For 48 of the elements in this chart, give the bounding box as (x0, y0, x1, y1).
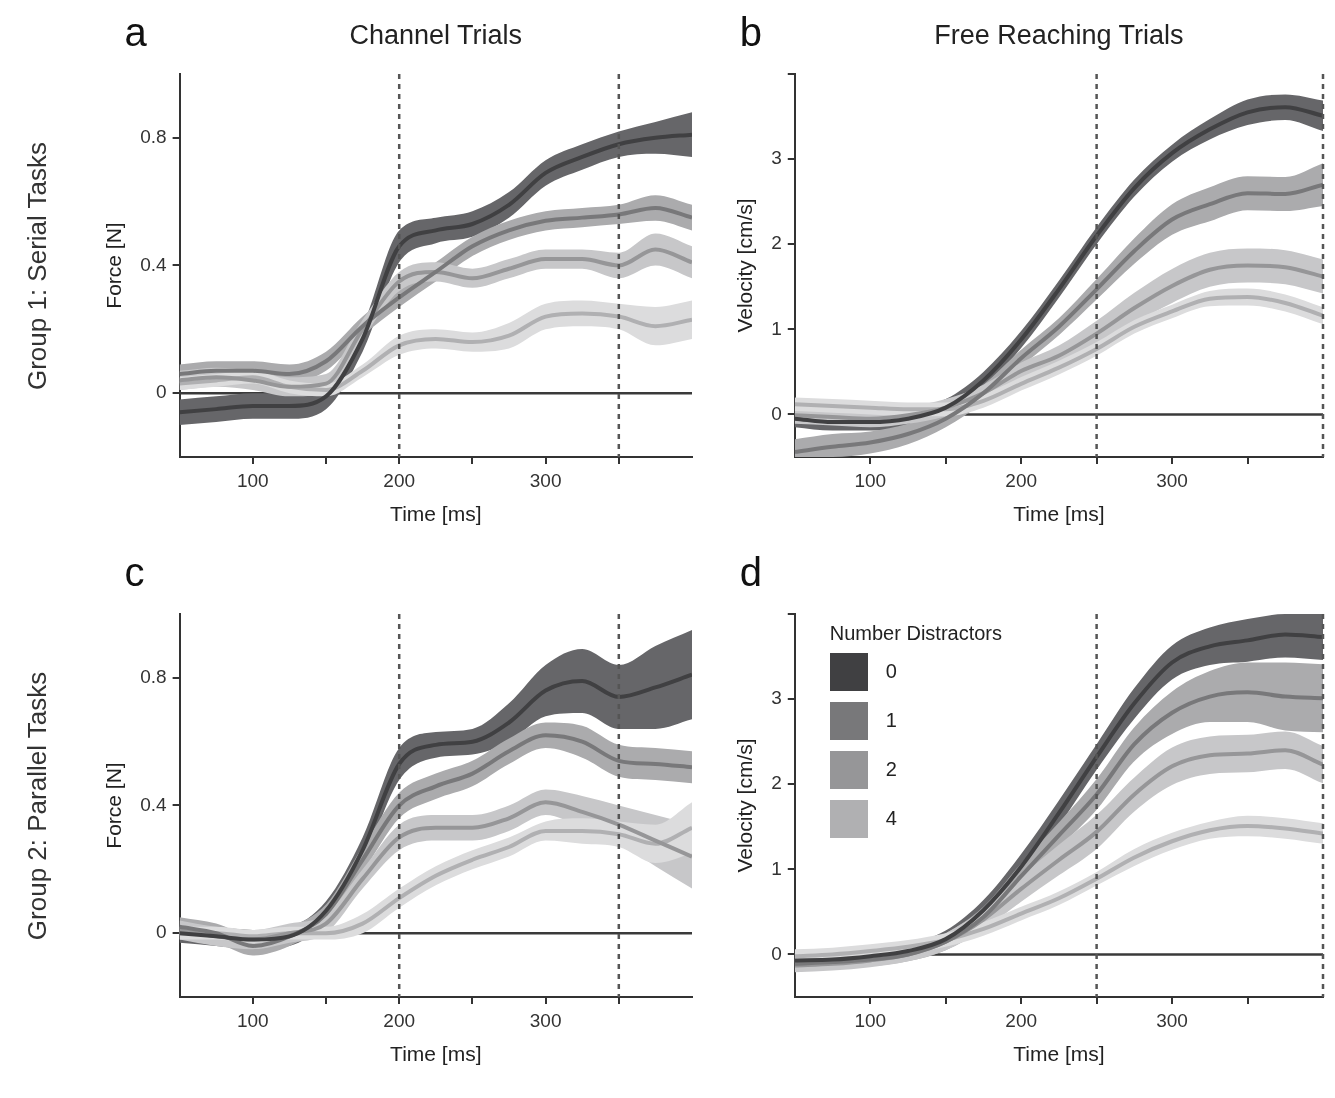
y-tick-label: 0 (771, 402, 782, 424)
x-tick-label: 100 (236, 469, 269, 491)
text: d (739, 550, 763, 595)
text: Group 2: Parallel Tasks (21, 671, 53, 940)
x-tick-label: 300 (1156, 469, 1188, 491)
y-tick-label: 0 (156, 921, 167, 943)
x-tick-label: 200 (383, 1009, 416, 1031)
y-tick-label: 1 (771, 857, 782, 879)
x-tick-label: 100 (236, 1009, 269, 1031)
legend-label: 4 (885, 807, 897, 830)
line-series (179, 672, 692, 942)
y-axis-title: Velocity [cm/s] (733, 198, 757, 333)
y-tick-label: 0.8 (140, 666, 167, 688)
text: b (739, 10, 763, 55)
y-tick-label: 0.4 (140, 793, 168, 815)
legend-label: 1 (885, 709, 897, 732)
y-tick-label: 2 (771, 772, 782, 794)
x-axis-title: Time [ms] (390, 502, 482, 526)
y-tick-label: 1 (771, 317, 782, 339)
legend-title: Number Distractors (829, 622, 1003, 645)
legend-label: 2 (885, 758, 897, 781)
y-tick-label: 3 (771, 147, 782, 169)
y-axis-title: Force [N] (102, 762, 126, 849)
text: c (124, 550, 145, 595)
y-tick-label: 0.4 (140, 253, 168, 275)
y-axis-title: Force [N] (102, 222, 126, 309)
x-tick-label: 300 (529, 1009, 562, 1031)
legend-label: 0 (885, 660, 897, 683)
y-tick-label: 3 (771, 687, 782, 709)
chart-title: Channel Trials (349, 20, 523, 51)
y-tick-label: 0 (771, 942, 782, 964)
y-axis-title: Velocity [cm/s] (733, 738, 757, 873)
x-axis-title: Time [ms] (1013, 1042, 1105, 1066)
x-tick-label: 300 (1156, 1009, 1188, 1031)
text: a (124, 10, 147, 55)
x-tick-label: 200 (1005, 469, 1037, 491)
x-tick-label: 100 (854, 469, 887, 491)
y-tick-label: 0.8 (140, 126, 167, 148)
x-tick-label: 200 (1005, 1009, 1037, 1031)
x-axis-title: Time [ms] (390, 1042, 482, 1066)
x-tick-label: 200 (383, 469, 416, 491)
y-tick-label: 2 (771, 232, 782, 254)
y-tick-label: 0 (156, 381, 167, 403)
x-axis-title: Time [ms] (1013, 502, 1105, 526)
x-tick-label: 300 (529, 469, 562, 491)
text: Group 1: Serial Tasks (21, 141, 53, 390)
chart-title: Free Reaching Trials (934, 20, 1184, 51)
x-tick-label: 100 (854, 1009, 887, 1031)
